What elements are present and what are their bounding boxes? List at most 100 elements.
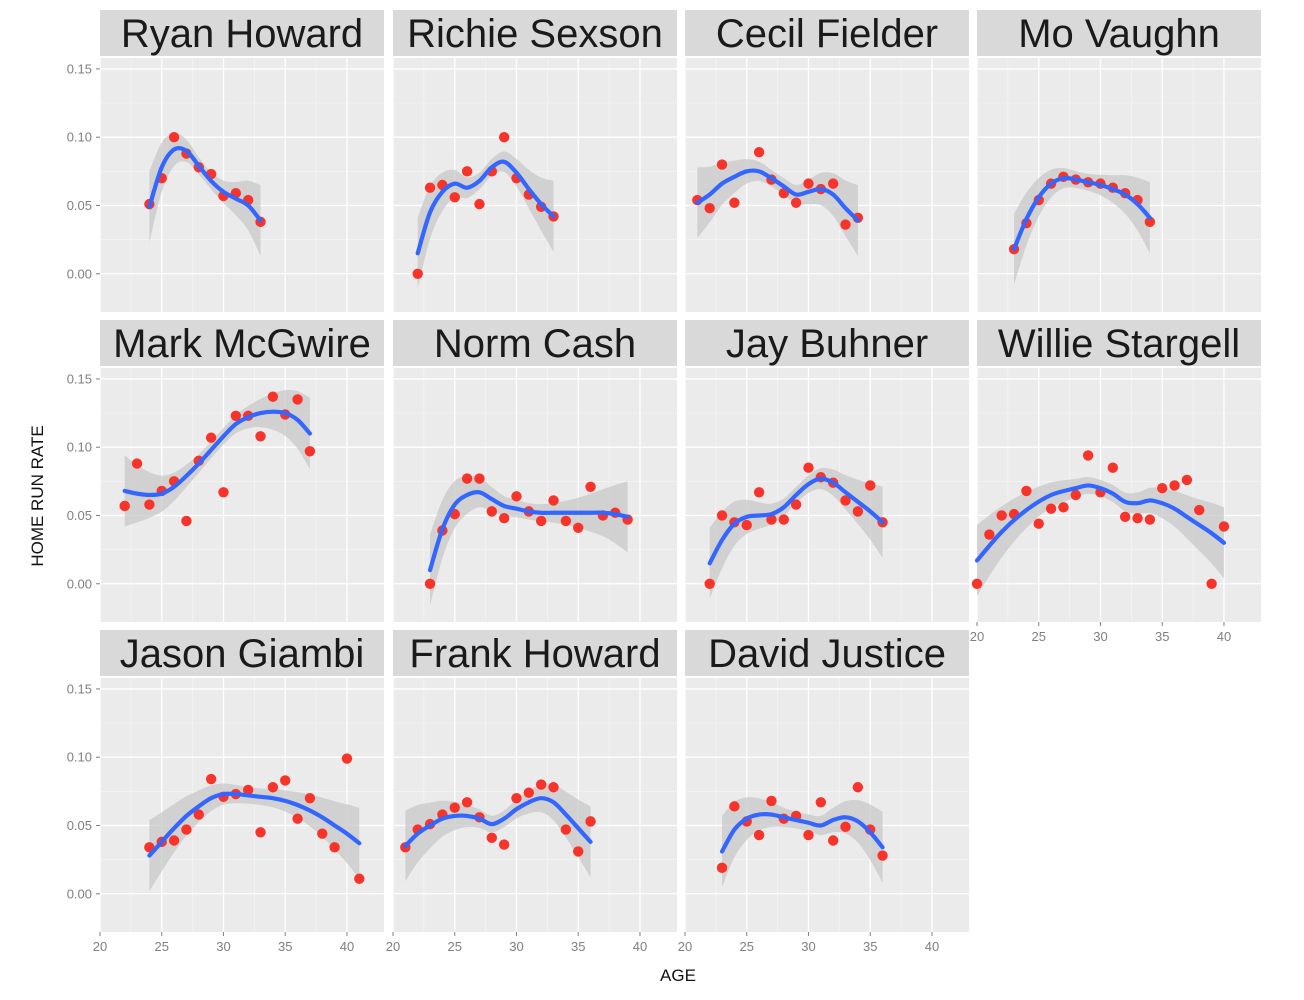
- facet-panel-frank-howard: Frank Howard 20 25 30 35 40: [386, 630, 677, 954]
- data-point: [267, 782, 279, 793]
- data-point: [523, 787, 535, 798]
- data-point: [292, 813, 303, 824]
- facet-strip: [100, 320, 384, 366]
- x-tick-label: 35: [863, 939, 877, 954]
- facet-title: Willie Stargell: [998, 322, 1240, 366]
- data-point: [1169, 480, 1180, 491]
- data-point: [803, 178, 814, 189]
- y-tick-label: 0.00: [67, 886, 92, 901]
- x-tick-label: 30: [801, 939, 815, 954]
- y-tick-label: 0.05: [67, 198, 92, 213]
- x-tick-label: 20: [678, 939, 692, 954]
- data-point: [1144, 216, 1156, 228]
- confidence-band: [977, 476, 1224, 597]
- x-tick-label: 40: [1217, 629, 1231, 644]
- x-tick-label: 30: [509, 939, 523, 954]
- data-point: [803, 462, 814, 473]
- smooth-trend-line: [719, 812, 885, 854]
- data-point: [474, 198, 485, 210]
- data-point: [585, 481, 596, 493]
- y-tick-label: 0.00: [67, 266, 92, 281]
- data-point: [304, 792, 316, 804]
- y-tick-label: 0.05: [67, 818, 92, 833]
- smooth-trend-line: [707, 476, 885, 566]
- confidence-band: [697, 159, 858, 257]
- data-point: [1070, 489, 1081, 501]
- facet-title: David Justice: [708, 632, 946, 676]
- x-tick-label: 25: [1032, 629, 1046, 644]
- data-point: [354, 873, 365, 884]
- data-point: [498, 839, 510, 850]
- data-point: [573, 522, 584, 533]
- data-point: [205, 432, 217, 443]
- data-point: [560, 824, 572, 835]
- data-point: [205, 773, 217, 785]
- data-point: [486, 832, 497, 843]
- data-point: [560, 515, 572, 527]
- facet-title: Frank Howard: [409, 632, 660, 676]
- data-point: [1206, 578, 1217, 589]
- x-tick-label: 20: [970, 629, 984, 644]
- data-point: [267, 391, 279, 402]
- y-axis-title: HOME RUN RATE: [28, 425, 47, 566]
- data-point: [1132, 513, 1143, 524]
- facet-strip: [685, 10, 969, 56]
- facet-panel-ryan-howard: Ryan Howard 0.00 0.05 0.10 0.15: [67, 10, 384, 312]
- data-point: [852, 782, 864, 793]
- data-point: [704, 578, 715, 589]
- smooth-trend-line: [415, 159, 556, 256]
- data-point: [716, 862, 728, 874]
- y-tick-label: 0.05: [67, 508, 92, 523]
- data-point: [971, 578, 983, 589]
- facet-panel-david-justice: David Justice 20 25 30 35 40: [678, 630, 969, 954]
- data-point: [729, 197, 740, 208]
- facet-strip: [977, 10, 1261, 56]
- data-point: [840, 495, 851, 506]
- data-point: [840, 219, 851, 230]
- data-point: [486, 506, 497, 517]
- data-point: [716, 159, 728, 170]
- data-point: [1119, 511, 1131, 523]
- data-point: [790, 499, 802, 510]
- smooth-trend-line: [147, 791, 362, 858]
- smooth-trend-line: [122, 409, 313, 498]
- facet-strip: [393, 630, 677, 676]
- smooth-trend-line: [1011, 175, 1152, 252]
- y-tick-label: 0.15: [67, 371, 92, 386]
- data-point: [255, 431, 266, 442]
- data-point: [424, 578, 436, 589]
- data-point: [716, 510, 728, 521]
- facet-strip: [977, 320, 1261, 366]
- facet-title: Jay Buhner: [726, 322, 928, 366]
- data-point: [119, 500, 130, 512]
- data-point: [865, 480, 876, 491]
- panel-background: [393, 368, 677, 622]
- data-point: [753, 829, 765, 841]
- x-tick-label: 40: [340, 939, 354, 954]
- y-tick-label: 0.10: [67, 750, 92, 765]
- x-tick-label: 25: [155, 939, 169, 954]
- x-tick-label: 30: [1093, 629, 1107, 644]
- data-point: [704, 203, 715, 214]
- data-point: [766, 795, 777, 807]
- panel-background: [685, 368, 969, 622]
- y-tick-label: 0.15: [67, 681, 92, 696]
- facet-title: Mark McGwire: [113, 322, 371, 366]
- confidence-band: [722, 797, 883, 887]
- facet-strip: [685, 320, 969, 366]
- y-tick-label: 0.15: [67, 61, 92, 76]
- data-point: [144, 499, 155, 510]
- data-point: [1033, 518, 1044, 529]
- data-point: [304, 446, 316, 457]
- facet-panel-jay-buhner: Jay Buhner: [684, 320, 969, 622]
- data-point: [181, 515, 192, 527]
- data-point: [341, 753, 353, 764]
- facet-panel-willie-stargell: Willie Stargell 20 25 30 35 40: [970, 320, 1261, 644]
- data-point: [778, 514, 789, 525]
- x-tick-label: 40: [633, 939, 647, 954]
- data-point: [840, 821, 851, 833]
- data-point: [766, 514, 777, 525]
- data-point: [753, 147, 765, 158]
